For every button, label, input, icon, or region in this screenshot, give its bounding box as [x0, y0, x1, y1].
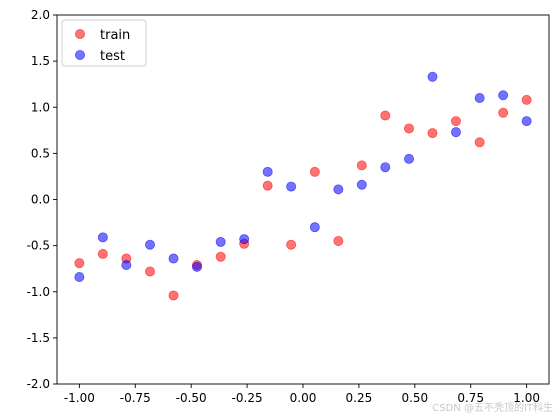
x-tick-label: -1.00 [64, 391, 95, 405]
x-tick-label: 0.75 [457, 391, 484, 405]
data-point-train-19 [521, 94, 532, 105]
data-point-train-1 [97, 248, 108, 259]
legend-marker-train [75, 28, 86, 39]
data-point-test-13 [380, 162, 391, 173]
data-point-test-19 [521, 116, 532, 127]
data-point-train-3 [145, 266, 156, 277]
data-point-train-13 [380, 110, 391, 121]
data-point-test-7 [239, 234, 250, 245]
y-tick-label: 0.5 [31, 146, 50, 160]
data-point-test-6 [215, 236, 226, 247]
legend-label-train: train [100, 28, 130, 43]
y-tick-label: -2.0 [27, 377, 50, 391]
data-point-test-14 [404, 153, 415, 164]
data-point-train-15 [427, 128, 438, 139]
x-tick-label: -0.75 [120, 391, 151, 405]
y-tick-label: 0.0 [31, 193, 50, 207]
x-tick-label: 0.25 [346, 391, 373, 405]
y-tick-label: -1.0 [27, 285, 50, 299]
axes: -1.00 -0.75 -0.50 -0.25 0.00 0.25 0.50 0.75 1.00… [27, 8, 550, 405]
data-point-test-8 [262, 166, 273, 177]
watermark: CSDN @五不秃顶的IT科生 [432, 403, 553, 414]
data-point-test-2 [121, 259, 132, 270]
data-point-train-4 [168, 290, 179, 301]
x-tick-label: 1.00 [513, 391, 540, 405]
data-point-test-1 [97, 232, 108, 243]
legend-marker-test [75, 50, 86, 61]
data-point-train-10 [309, 166, 320, 177]
axes-frame [56, 14, 550, 385]
data-point-test-4 [168, 253, 179, 264]
data-point-test-9 [286, 181, 297, 192]
data-point-test-3 [145, 239, 156, 250]
legend: train test [61, 19, 147, 67]
y-tick-label: 2.0 [31, 8, 50, 22]
data-point-test-12 [356, 179, 367, 190]
y-tick-label: 1.0 [31, 100, 50, 114]
data-point-train-18 [498, 107, 509, 118]
x-tick-label: 0.00 [290, 391, 317, 405]
data-point-train-17 [474, 137, 485, 148]
data-point-train-6 [215, 251, 226, 262]
data-point-train-0 [74, 258, 85, 269]
data-point-test-10 [309, 222, 320, 233]
data-point-train-8 [262, 180, 273, 191]
data-point-test-16 [450, 127, 461, 138]
x-tick-label: 0.50 [401, 391, 428, 405]
y-tick-label: -0.5 [27, 239, 50, 253]
data-point-train-9 [286, 239, 297, 250]
data-point-train-12 [356, 160, 367, 171]
x-tick-label: -0.25 [232, 391, 263, 405]
data-point-test-18 [498, 90, 509, 101]
data-point-train-16 [450, 116, 461, 127]
plot-area [74, 71, 532, 301]
data-point-test-17 [474, 93, 485, 104]
data-point-test-0 [74, 271, 85, 282]
legend-label-test: test [100, 49, 125, 64]
y-tick-label: 1.5 [31, 54, 50, 68]
data-point-train-14 [404, 123, 415, 134]
data-point-train-11 [333, 236, 344, 247]
data-point-test-11 [333, 184, 344, 195]
data-point-test-5 [191, 261, 202, 272]
x-tick-label: -0.50 [176, 391, 207, 405]
y-tick-label: -1.5 [27, 331, 50, 345]
data-point-test-15 [427, 71, 438, 82]
